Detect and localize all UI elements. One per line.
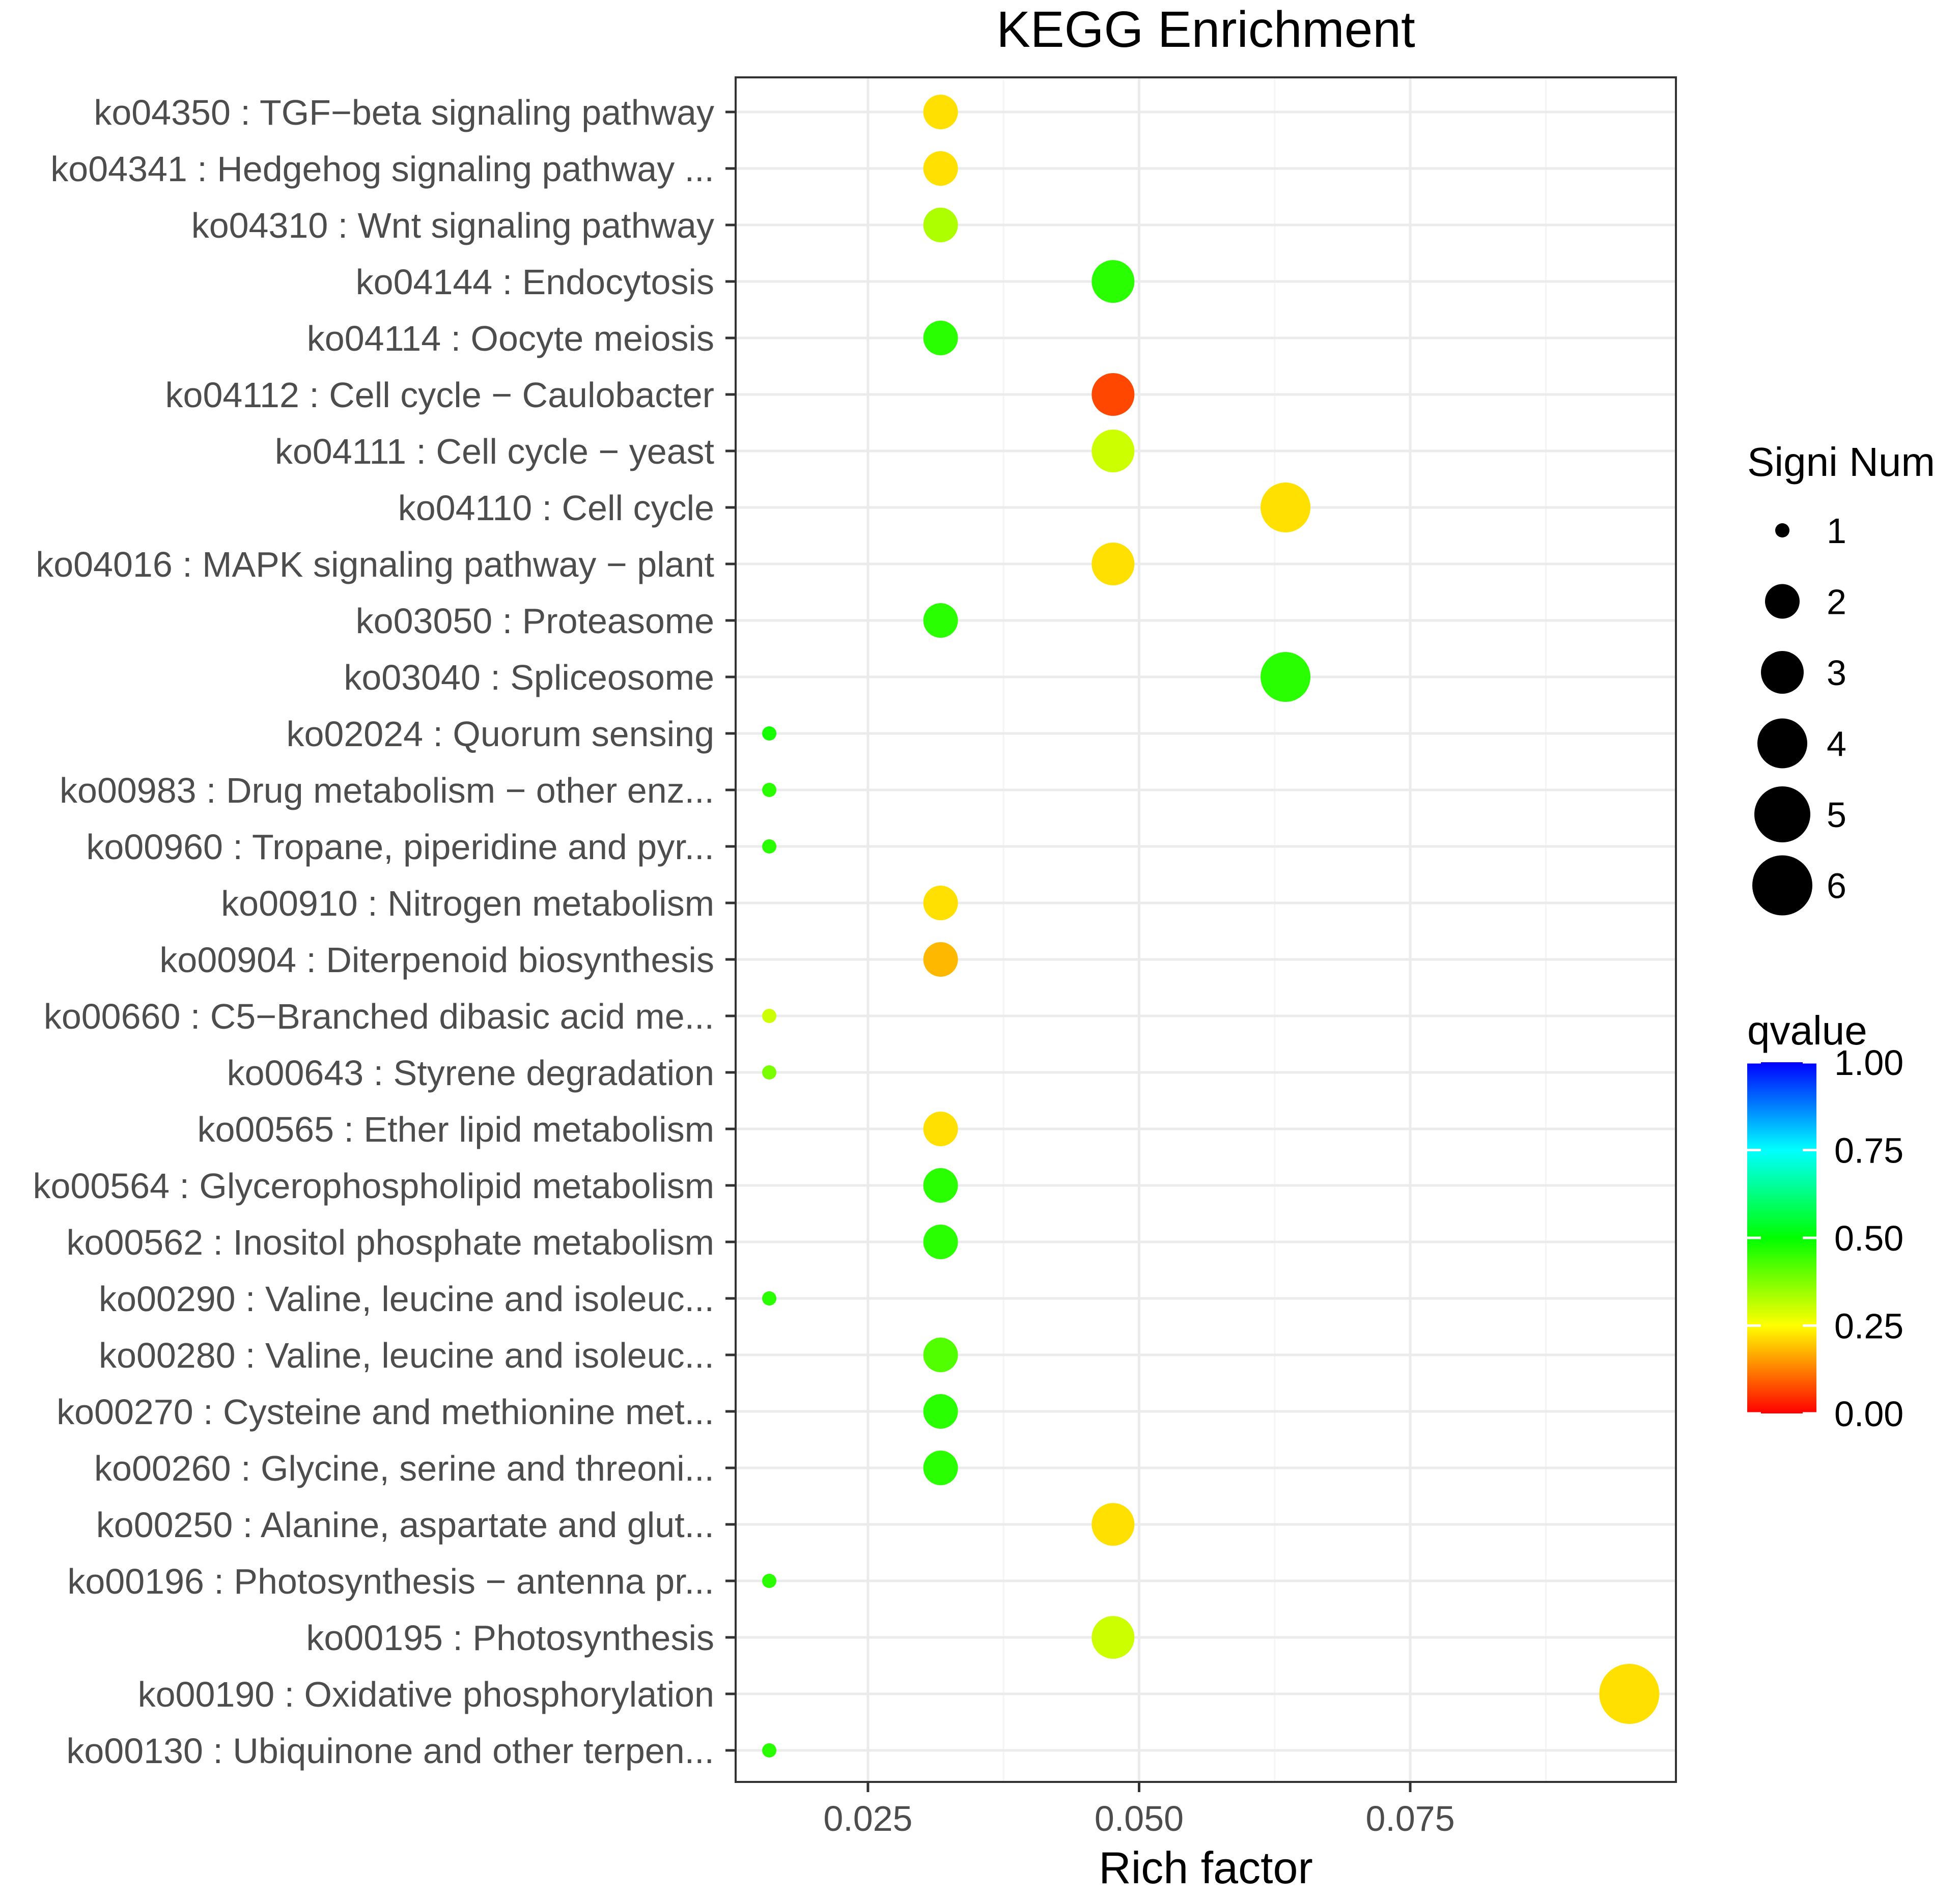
- y-tick-label: ko00290 : Valine, leucine and isoleuc...: [99, 1279, 714, 1319]
- data-point: [923, 1451, 958, 1485]
- y-tick-label: ko00260 : Glycine, serine and threoni...: [94, 1449, 714, 1488]
- data-point: [1091, 260, 1135, 303]
- data-point: [762, 1574, 777, 1588]
- y-tick-label: ko00904 : Diterpenoid biosynthesis: [159, 940, 714, 980]
- colorbar-label: 0.50: [1834, 1218, 1903, 1258]
- y-tick-label: ko00280 : Valine, leucine and isoleuc...: [99, 1336, 714, 1375]
- y-tick-label: ko03040 : Spliceosome: [344, 658, 714, 697]
- data-point: [923, 942, 958, 977]
- data-point: [923, 1338, 958, 1372]
- size-legend-key: [1775, 523, 1789, 537]
- plot-panel-border: [735, 76, 1677, 1783]
- y-tick-label: ko04016 : MAPK signaling pathway − plant: [36, 545, 714, 584]
- data-point: [1261, 483, 1311, 532]
- y-tick-label: ko04341 : Hedgehog signaling pathway ...: [50, 149, 714, 189]
- y-tick-label: ko00250 : Alanine, aspartate and glut...: [96, 1505, 714, 1545]
- size-legend-label: 4: [1827, 724, 1846, 764]
- data-point: [923, 1112, 958, 1146]
- color-legend-title: qvalue: [1747, 1008, 1867, 1053]
- y-tick-label: ko04110 : Cell cycle: [398, 488, 714, 528]
- data-point: [1091, 373, 1135, 416]
- y-tick-label: ko04350 : TGF−beta signaling pathway: [94, 93, 714, 132]
- size-legend-key: [1752, 855, 1812, 916]
- y-tick-label: ko04112 : Cell cycle − Caulobacter: [165, 375, 714, 415]
- data-point: [923, 886, 958, 920]
- data-point: [762, 1009, 777, 1023]
- data-point: [923, 1394, 958, 1429]
- data-point: [923, 321, 958, 355]
- size-legend-label: 6: [1827, 866, 1846, 906]
- size-legend-label: 1: [1827, 511, 1846, 551]
- y-tick-label: ko00983 : Drug metabolism − other enz...: [60, 771, 714, 810]
- size-legend-key: [1754, 786, 1810, 842]
- data-point: [923, 1225, 958, 1259]
- grid: [736, 77, 1676, 1782]
- y-axis: ko04350 : TGF−beta signaling pathway ko04…: [33, 93, 736, 1771]
- y-tick-label: ko00565 : Ether lipid metabolism: [197, 1110, 714, 1149]
- y-tick-label: ko00960 : Tropane, piperidine and pyr...: [86, 827, 714, 867]
- data-point: [1091, 430, 1135, 472]
- data-point: [923, 151, 958, 186]
- data-point: [1091, 1616, 1135, 1659]
- y-tick-label: ko03050 : Proteasome: [356, 601, 714, 641]
- data-point: [762, 1291, 777, 1306]
- x-tick-label: 0.075: [1365, 1799, 1454, 1838]
- data-point: [762, 726, 777, 741]
- x-tick-label: 0.025: [823, 1799, 912, 1838]
- data-point: [923, 603, 958, 638]
- y-tick-label: ko00910 : Nitrogen metabolism: [221, 884, 714, 923]
- data-points: [762, 95, 1660, 1758]
- data-point: [1091, 1503, 1135, 1546]
- data-point: [1091, 543, 1135, 585]
- y-tick-label: ko04111 : Cell cycle − yeast: [275, 432, 714, 471]
- y-tick-label: ko04144 : Endocytosis: [356, 262, 714, 302]
- y-tick-label: ko00130 : Ubiquinone and other terpen...: [66, 1731, 714, 1771]
- size-legend-key: [1765, 584, 1800, 619]
- data-point: [923, 1168, 958, 1203]
- x-tick-label: 0.050: [1095, 1799, 1184, 1838]
- size-legend-title: Signi Num: [1747, 439, 1935, 485]
- size-legend-label: 5: [1827, 795, 1846, 835]
- y-tick-label: ko00195 : Photosynthesis: [306, 1618, 714, 1658]
- y-tick-label: ko00564 : Glycerophospholipid metabolism: [33, 1166, 714, 1206]
- data-point: [1599, 1664, 1660, 1724]
- data-point: [923, 208, 958, 242]
- y-tick-label: ko00643 : Styrene degradation: [227, 1053, 714, 1093]
- colorbar-label: 1.00: [1834, 1043, 1903, 1083]
- data-point: [762, 1065, 777, 1080]
- chart-title: KEGG Enrichment: [996, 1, 1415, 58]
- x-axis: 0.025 0.050 0.075: [823, 1782, 1455, 1838]
- y-tick-label: ko00562 : Inositol phosphate metabolism: [67, 1223, 714, 1262]
- y-tick-label: ko00196 : Photosynthesis − antenna pr...: [67, 1562, 714, 1601]
- y-tick-label: ko04114 : Oocyte meiosis: [307, 319, 714, 358]
- colorbar-label: 0.25: [1834, 1307, 1903, 1346]
- size-legend: Signi Num 1 2 3 4 5 6: [1747, 439, 1935, 916]
- data-point: [762, 839, 777, 854]
- data-point: [923, 95, 958, 129]
- y-tick-label: ko00270 : Cysteine and methionine met...: [57, 1392, 714, 1432]
- data-point: [762, 783, 777, 797]
- size-legend-label: 2: [1827, 582, 1846, 622]
- size-legend-key: [1761, 651, 1804, 694]
- y-tick-label: ko00660 : C5−Branched dibasic acid me...: [44, 997, 714, 1036]
- data-point: [762, 1743, 777, 1758]
- size-legend-label: 3: [1827, 653, 1846, 693]
- color-legend: qvalue 1.00 0.75 0.50 0.25 0.00: [1747, 1008, 1903, 1434]
- y-tick-label: ko04310 : Wnt signaling pathway: [191, 206, 714, 245]
- size-legend-key: [1757, 718, 1807, 769]
- y-tick-label: ko02024 : Quorum sensing: [286, 714, 714, 754]
- colorbar-label: 0.75: [1834, 1131, 1903, 1171]
- y-tick-label: ko00190 : Oxidative phosphorylation: [138, 1675, 714, 1714]
- x-axis-title: Rich factor: [1099, 1843, 1313, 1893]
- colorbar-label: 0.00: [1834, 1394, 1903, 1434]
- data-point: [1261, 652, 1311, 702]
